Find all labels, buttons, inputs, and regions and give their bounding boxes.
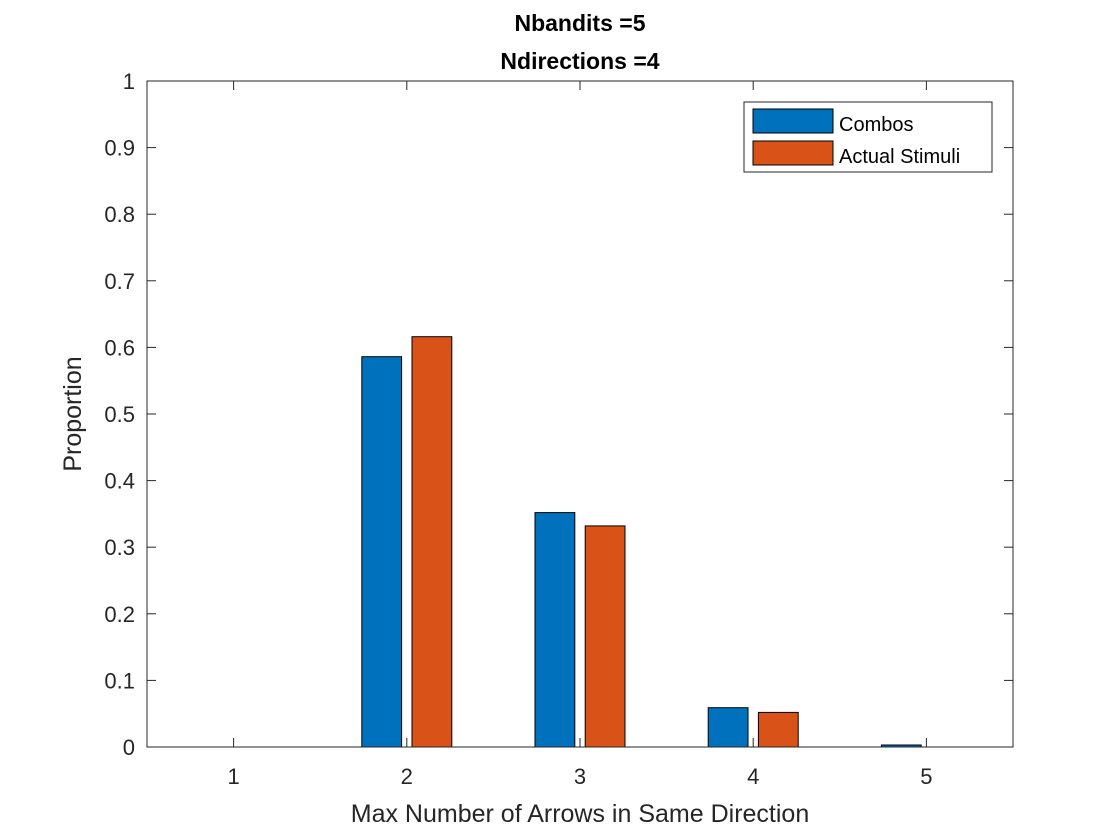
y-tick-label: 0.1 [104, 668, 135, 693]
bar-combos-2 [361, 356, 403, 748]
bar-actual-stimuli-2 [411, 336, 453, 748]
legend-label-combos: Combos [839, 114, 913, 136]
bars-group [361, 336, 922, 748]
axes-box [146, 80, 1014, 748]
y-tick-label: 0.9 [104, 136, 135, 161]
y-tick-label: 0.2 [104, 602, 135, 627]
chart-title-line-2: Ndirections =4 [500, 48, 659, 74]
bar-combos-3 [534, 512, 576, 748]
plot-area [147, 81, 1013, 747]
chart-title-line-1: Nbandits =5 [514, 10, 645, 36]
bar-actual-stimuli-4 [757, 711, 799, 748]
legend-swatch-combos [752, 108, 834, 134]
y-tick-label: 0.7 [104, 269, 135, 294]
y-tick-label: 0.8 [104, 202, 135, 227]
bar-actual-stimuli-3 [584, 525, 626, 748]
y-tick-label: 0 [123, 735, 135, 760]
legend-label-actual-stimuli: Actual Stimuli [839, 146, 960, 168]
x-tick-label: 1 [227, 764, 239, 789]
ticks-group: 0 0.1 0.2 0.3 0.4 0.5 0.6 0.7 0.8 0.9 1 1 2 3 4 5 [104, 69, 1013, 789]
x-tick-label: 5 [920, 764, 932, 789]
legend-swatch-actual-stimuli [752, 140, 834, 166]
bar-combos-4 [707, 707, 749, 748]
x-tick-label: 2 [401, 764, 413, 789]
y-tick-label: 0.6 [104, 335, 135, 360]
y-tick-label: 0.3 [104, 535, 135, 560]
y-axis-label: Proportion [59, 356, 87, 471]
x-tick-label: 3 [574, 764, 586, 789]
x-tick-label: 4 [747, 764, 759, 789]
y-tick-label: 0.5 [104, 402, 135, 427]
y-tick-label: 0.4 [104, 469, 135, 494]
x-axis-label: Max Number of Arrows in Same Direction [351, 800, 809, 828]
legend: Combos Actual Stimuli [743, 101, 993, 173]
y-tick-label: 1 [123, 69, 135, 94]
